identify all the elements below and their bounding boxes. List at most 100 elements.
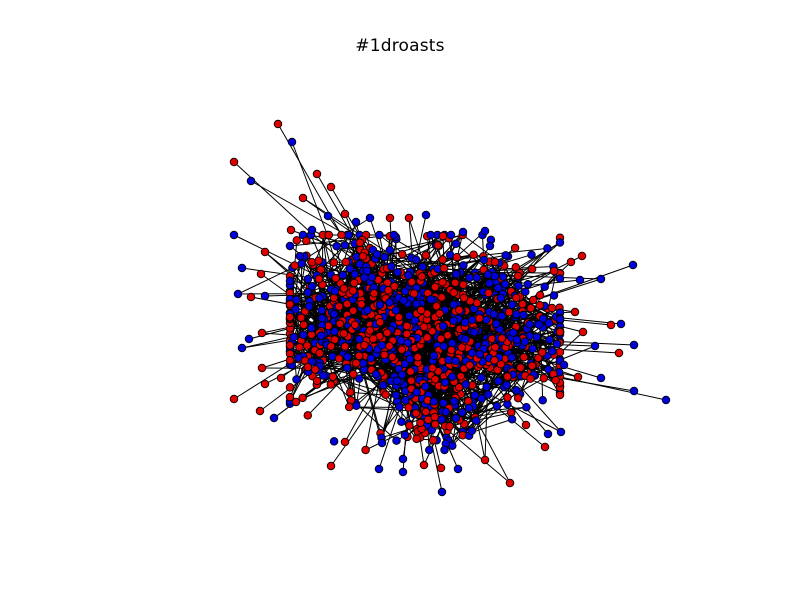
network-node-red: [428, 363, 437, 373]
network-node-red: [397, 250, 407, 259]
network-node-blue: [447, 338, 457, 348]
network-node-red: [566, 257, 576, 267]
network-node-blue: [303, 288, 313, 297]
network-node-red: [286, 225, 296, 235]
network-node-red: [260, 247, 270, 257]
network-node-red: [329, 258, 339, 267]
network-node-red: [375, 317, 385, 327]
network-node-red: [273, 119, 283, 129]
network-node-blue: [425, 445, 434, 455]
network-node-blue: [292, 375, 301, 384]
network-node-red: [382, 328, 392, 338]
network-node-red: [335, 319, 345, 329]
network-node-blue: [549, 291, 559, 300]
network-node-blue: [522, 402, 531, 412]
network-node-red: [447, 345, 456, 355]
network-node-blue: [393, 268, 402, 277]
network-node-blue: [628, 260, 638, 270]
network-node-red: [334, 302, 344, 311]
network-node-red: [505, 478, 515, 488]
network-node-red: [527, 264, 537, 274]
network-node-blue: [538, 314, 548, 323]
network-node-blue: [543, 244, 552, 253]
network-node-blue: [555, 274, 565, 283]
network-edge: [316, 173, 361, 251]
network-node-red: [527, 361, 537, 371]
network-node-blue: [421, 382, 430, 391]
network-node-blue: [405, 354, 415, 364]
network-node-red: [484, 288, 493, 298]
network-node-red: [430, 282, 440, 292]
network-node-red: [516, 363, 525, 372]
network-node-red: [577, 251, 587, 261]
network-node-red: [480, 455, 490, 465]
network-edge: [291, 141, 328, 236]
network-node-red: [459, 280, 468, 289]
network-node-red: [578, 327, 588, 337]
network-node-red: [409, 289, 419, 298]
network-node-blue: [458, 227, 468, 237]
network-node-blue: [544, 318, 554, 328]
network-node-blue: [400, 359, 410, 369]
network-node-red: [381, 390, 390, 399]
network-node-blue: [303, 274, 313, 284]
network-node-blue: [507, 300, 517, 309]
network-node-red: [606, 320, 616, 330]
network-node-red: [229, 157, 239, 167]
network-node-red: [513, 271, 523, 281]
network-node-red: [302, 236, 311, 246]
network-node-red: [539, 373, 549, 383]
network-node-red: [529, 295, 538, 305]
network-node-red: [312, 376, 322, 386]
network-node-blue: [429, 351, 439, 360]
network-node-red: [510, 243, 520, 253]
network-node-red: [402, 321, 412, 331]
network-node-red: [388, 352, 397, 362]
network-node-blue: [315, 293, 324, 303]
network-node-red: [519, 352, 529, 362]
network-node-red: [292, 236, 302, 245]
network-node-blue: [493, 283, 503, 293]
network-node-blue: [385, 298, 394, 307]
network-node-red: [573, 372, 583, 382]
network-node-blue: [385, 245, 395, 255]
network-node-blue: [421, 210, 431, 220]
network-node-blue: [317, 314, 327, 323]
network-node-red: [349, 278, 359, 288]
network-node-blue: [461, 334, 470, 344]
network-node-blue: [401, 395, 410, 405]
network-node-blue: [460, 318, 470, 327]
network-node-blue: [340, 241, 350, 250]
network-node-blue: [285, 241, 295, 251]
network-node-blue: [559, 360, 569, 370]
network-node-blue: [297, 259, 306, 268]
network-node-blue: [453, 464, 463, 474]
network-node-blue: [477, 394, 486, 403]
network-node-blue: [464, 403, 474, 413]
network-node-red: [404, 213, 414, 223]
network-node-red: [257, 328, 267, 338]
network-node-red: [298, 393, 307, 403]
network-node-blue: [556, 427, 566, 437]
network-node-red: [535, 301, 545, 310]
network-node-red: [285, 383, 295, 392]
network-node-red: [469, 250, 478, 259]
network-node-red: [334, 354, 344, 363]
network-node-blue: [472, 416, 481, 425]
network-node-red: [348, 306, 358, 315]
network-node-red: [314, 274, 324, 284]
network-node-red: [285, 300, 295, 309]
network-node-blue: [441, 407, 451, 417]
network-node-red: [312, 169, 322, 179]
network-edge: [250, 180, 374, 251]
network-node-red: [416, 305, 426, 315]
network-node-red: [385, 341, 394, 351]
network-node-blue: [451, 356, 460, 366]
network-node-red: [437, 293, 446, 302]
network-node-blue: [485, 241, 495, 251]
network-node-red: [406, 367, 415, 376]
network-edge: [237, 267, 293, 295]
network-node-blue: [299, 330, 308, 340]
